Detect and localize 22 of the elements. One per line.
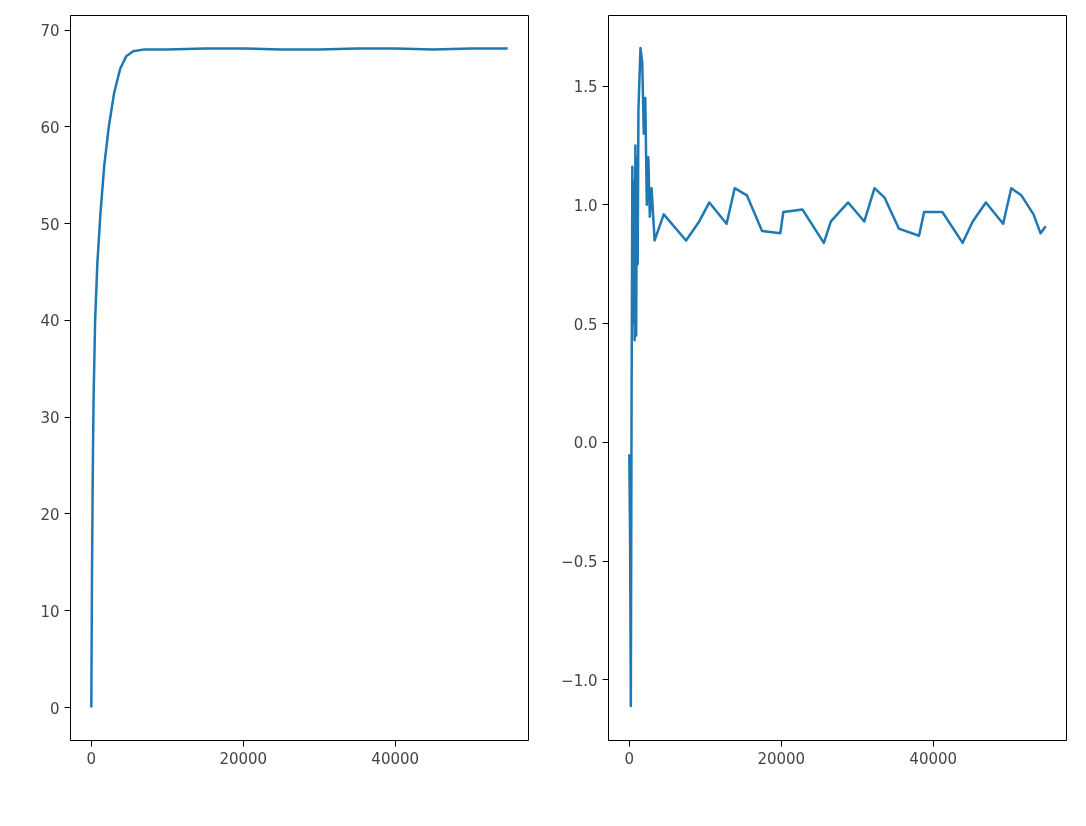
x-tick-label: 20000	[757, 749, 806, 768]
x-tick-label: 0	[624, 749, 635, 768]
y-tick-label: 0.0	[573, 434, 598, 453]
line-series	[90, 47, 509, 709]
y-tick-label: 10	[40, 602, 60, 621]
y-tick-label: 50	[40, 215, 60, 234]
y-tick-label: −0.5	[561, 553, 598, 572]
y-tick-label: 0	[49, 699, 60, 718]
x-tick-label: 0	[86, 749, 97, 768]
x-tick-label: 40000	[371, 749, 420, 768]
y-tick-label: 40	[40, 312, 60, 331]
x-tick-label: 20000	[219, 749, 268, 768]
y-tick-label: −1.0	[561, 671, 598, 690]
y-tick-label: 30	[40, 409, 60, 428]
y-tick-label: 20	[40, 506, 60, 524]
line-series	[628, 46, 1047, 708]
x-tick-label: 40000	[909, 749, 958, 768]
y-tick-label: 1.0	[573, 196, 598, 215]
y-tick-label: 60	[40, 118, 60, 137]
y-tick-label: 1.5	[573, 78, 598, 97]
y-tick-label: 0.5	[573, 315, 598, 334]
y-tick-label: 70	[40, 22, 60, 41]
